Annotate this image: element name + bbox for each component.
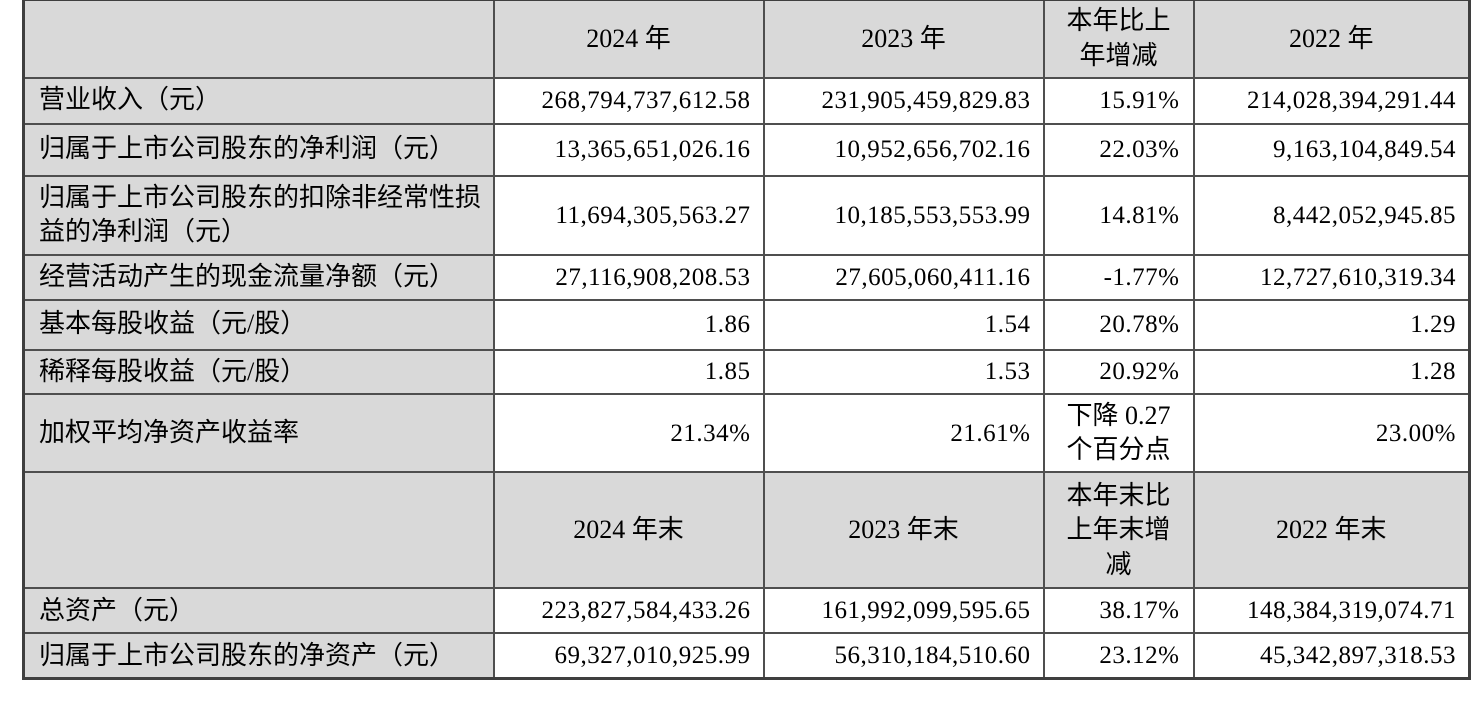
table-row-diluted-eps: 稀释每股收益（元/股） 1.85 1.53 20.92% 1.28 (22, 348, 1471, 395)
table-row-basic-eps: 基本每股收益（元/股） 1.86 1.54 20.78% 1.29 (22, 298, 1471, 351)
value-2022: 45,342,897,318.53 (1192, 632, 1471, 680)
header-blank-cell (22, 471, 495, 590)
value-2024: 21.34% (492, 392, 765, 474)
value-2024: 1.85 (492, 348, 765, 395)
value-2022: 8,442,052,945.85 (1192, 174, 1471, 256)
value-2022: 1.29 (1192, 298, 1471, 351)
table-header-row-balance: 2024 年末 2023 年末 本年末比 上年末增 减 2022 年末 (22, 471, 1471, 590)
value-2023: 161,992,099,595.65 (762, 587, 1045, 635)
value-2024: 1.86 (492, 298, 765, 351)
header-2022: 2022 年 (1192, 0, 1471, 79)
row-label: 加权平均净资产收益率 (22, 392, 495, 474)
row-label: 归属于上市公司股东的净资产（元） (22, 632, 495, 680)
value-2022: 12,727,610,319.34 (1192, 253, 1471, 301)
row-label: 经营活动产生的现金流量净额（元） (22, 253, 495, 301)
value-2024: 268,794,737,612.58 (492, 76, 765, 125)
table-row-operating-revenue: 营业收入（元） 268,794,737,612.58 231,905,459,8… (22, 76, 1471, 125)
table-row-net-profit-excl-nonrecurring: 归属于上市公司股东的扣除非经常性损益的净利润（元） 11,694,305,563… (22, 174, 1471, 256)
value-change: 22.03% (1042, 122, 1195, 177)
table-row-net-profit: 归属于上市公司股东的净利润（元） 13,365,651,026.16 10,95… (22, 122, 1471, 177)
header-yearend-change: 本年末比 上年末增 减 (1042, 471, 1195, 590)
value-2022: 148,384,319,074.71 (1192, 587, 1471, 635)
value-2024: 11,694,305,563.27 (492, 174, 765, 256)
value-change: 38.17% (1042, 587, 1195, 635)
value-change: 20.92% (1042, 348, 1195, 395)
table-row-total-assets: 总资产（元） 223,827,584,433.26 161,992,099,59… (22, 587, 1471, 635)
value-2024: 13,365,651,026.16 (492, 122, 765, 177)
value-2023: 10,185,553,553.99 (762, 174, 1045, 256)
value-2023: 1.54 (762, 298, 1045, 351)
value-2023: 231,905,459,829.83 (762, 76, 1045, 125)
value-change: -1.77% (1042, 253, 1195, 301)
value-2024: 69,327,010,925.99 (492, 632, 765, 680)
value-2024: 223,827,584,433.26 (492, 587, 765, 635)
table-row-net-assets: 归属于上市公司股东的净资产（元） 69,327,010,925.99 56,31… (22, 632, 1471, 680)
value-2022: 9,163,104,849.54 (1192, 122, 1471, 177)
value-change: 23.12% (1042, 632, 1195, 680)
table-row-operating-cash-flow: 经营活动产生的现金流量净额（元） 27,116,908,208.53 27,60… (22, 253, 1471, 301)
row-label: 总资产（元） (22, 587, 495, 635)
value-2022: 214,028,394,291.44 (1192, 76, 1471, 125)
header-blank-cell (22, 0, 495, 79)
value-2022: 23.00% (1192, 392, 1471, 474)
value-2023: 10,952,656,702.16 (762, 122, 1045, 177)
header-2024-yearend: 2024 年末 (492, 471, 765, 590)
value-2022: 1.28 (1192, 348, 1471, 395)
row-label: 基本每股收益（元/股） (22, 298, 495, 351)
row-label: 归属于上市公司股东的净利润（元） (22, 122, 495, 177)
value-2023: 1.53 (762, 348, 1045, 395)
header-2023-yearend: 2023 年末 (762, 471, 1045, 590)
value-2023: 27,605,060,411.16 (762, 253, 1045, 301)
value-change: 15.91% (1042, 76, 1195, 125)
table-row-weighted-avg-roe: 加权平均净资产收益率 21.34% 21.61% 下降 0.27 个百分点 23… (22, 392, 1471, 474)
header-2023: 2023 年 (762, 0, 1045, 79)
value-2023: 56,310,184,510.60 (762, 632, 1045, 680)
value-change: 20.78% (1042, 298, 1195, 351)
value-2023: 21.61% (762, 392, 1045, 474)
value-change: 下降 0.27 个百分点 (1042, 392, 1195, 474)
row-label: 稀释每股收益（元/股） (22, 348, 495, 395)
value-2024: 27,116,908,208.53 (492, 253, 765, 301)
header-2022-yearend: 2022 年末 (1192, 471, 1471, 590)
table-header-row-income: 2024 年 2023 年 本年比上 年增减 2022 年 (22, 0, 1471, 79)
row-label: 归属于上市公司股东的扣除非经常性损益的净利润（元） (22, 174, 495, 256)
header-2024: 2024 年 (492, 0, 765, 79)
financial-summary-table: 2024 年 2023 年 本年比上 年增减 2022 年 营业收入（元） 26… (22, 0, 1471, 680)
row-label: 营业收入（元） (22, 76, 495, 125)
header-yoy-change: 本年比上 年增减 (1042, 0, 1195, 79)
value-change: 14.81% (1042, 174, 1195, 256)
